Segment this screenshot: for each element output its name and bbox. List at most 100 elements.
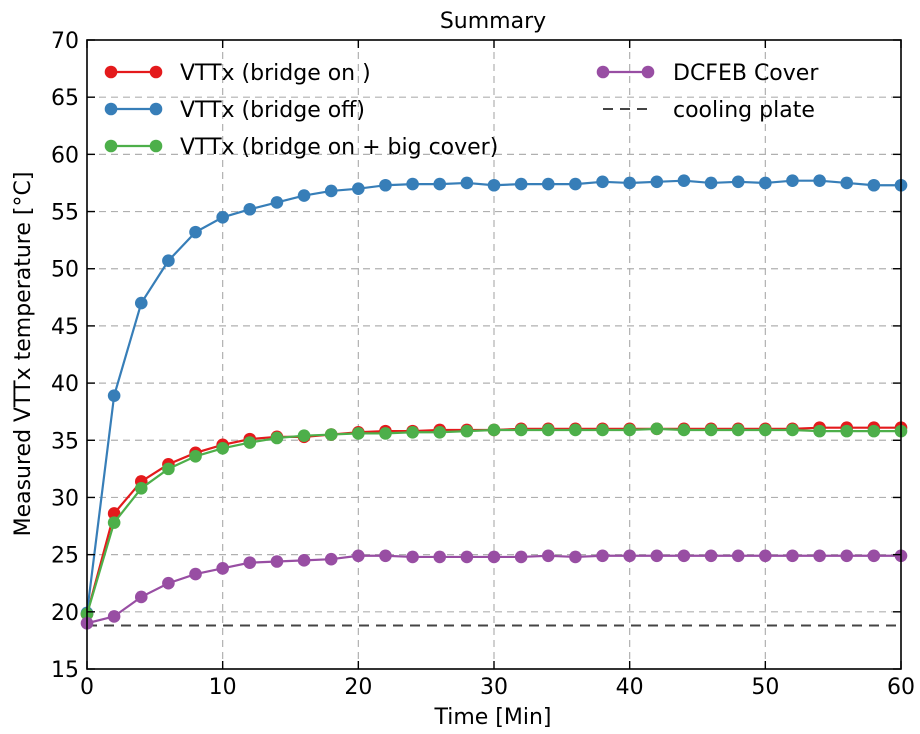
legend-marker (104, 102, 118, 116)
legend: VTTx (bridge on ) VTTx (bridge off) VTTx (… (104, 61, 819, 160)
data-point (460, 424, 474, 438)
legend-item-cooling-plate: cooling plate (603, 98, 815, 123)
legend-label: DCFEB Cover (673, 61, 819, 86)
data-point (406, 425, 419, 439)
x-tick-label: 60 (887, 675, 915, 700)
data-point (352, 549, 365, 563)
data-point (324, 428, 338, 441)
data-point (840, 424, 854, 438)
data-point (297, 554, 311, 567)
data-point (541, 177, 555, 191)
y-tick-label: 45 (51, 315, 79, 340)
data-point (623, 176, 636, 190)
data-point (569, 177, 582, 191)
legend-marker (104, 139, 118, 153)
y-tick-label: 30 (51, 486, 79, 511)
data-point (487, 178, 501, 192)
data-point (596, 175, 609, 189)
legend-marker (104, 65, 118, 79)
data-point (189, 449, 202, 463)
data-point (596, 423, 609, 437)
data-point (324, 552, 338, 566)
data-point (759, 549, 772, 563)
data-point (677, 174, 691, 187)
data-point (867, 424, 881, 438)
data-point (813, 424, 826, 438)
data-point (704, 176, 718, 190)
data-point (487, 550, 501, 564)
data-point (107, 507, 121, 520)
data-point (487, 423, 501, 437)
legend-marker (641, 65, 655, 79)
data-point (840, 176, 854, 190)
data-point (786, 174, 799, 187)
series-vttx-bridge-on-big-cover (80, 422, 908, 621)
x-tick-label: 40 (616, 675, 644, 700)
data-point (324, 184, 338, 198)
data-point (270, 555, 284, 568)
data-point (514, 550, 528, 564)
x-tick-label: 10 (209, 675, 237, 700)
grid (87, 40, 901, 669)
data-point (704, 549, 718, 563)
data-point (270, 196, 284, 209)
data-point (650, 422, 664, 436)
data-point (379, 549, 392, 563)
data-point (786, 549, 799, 563)
legend-label: VTTx (bridge on ) (180, 61, 371, 86)
data-point (623, 423, 636, 437)
data-point (786, 423, 799, 437)
data-point (243, 202, 257, 216)
data-point (406, 177, 419, 191)
data-point (270, 431, 284, 445)
data-point (541, 423, 555, 437)
legend-label: cooling plate (673, 98, 815, 123)
series-vttx-bridge-off (80, 174, 908, 620)
y-tick-label: 65 (51, 86, 79, 111)
data-point (379, 427, 392, 440)
x-tick-label: 50 (751, 675, 779, 700)
data-point (569, 550, 582, 564)
y-tick-label: 35 (51, 429, 79, 454)
data-point (596, 549, 609, 563)
data-point (677, 549, 691, 563)
data-point (867, 549, 881, 563)
data-point (650, 175, 664, 189)
data-point (433, 177, 447, 191)
data-point (731, 423, 745, 437)
data-point (514, 177, 528, 191)
data-point (134, 482, 148, 495)
data-point (297, 429, 311, 442)
data-point (813, 174, 826, 187)
data-point (759, 176, 772, 190)
x-tick-label: 30 (480, 675, 508, 700)
data-point (460, 176, 474, 190)
legend-marker (596, 65, 610, 79)
legend-label: VTTx (bridge on + big cover) (180, 135, 498, 160)
legend-marker (149, 102, 163, 116)
data-point (840, 549, 854, 563)
data-point (514, 423, 528, 437)
legend-marker (149, 65, 163, 79)
y-tick-label: 60 (51, 143, 79, 168)
data-point (379, 178, 392, 192)
data-point (134, 296, 148, 310)
legend-item-vttx-bridge-on-big-cover: VTTx (bridge on + big cover) (104, 135, 498, 160)
data-point (216, 441, 229, 455)
data-point (189, 567, 202, 581)
legend-item-dcfeb-cover: DCFEB Cover (596, 61, 819, 86)
data-point (107, 516, 121, 529)
legend-item-vttx-bridge-off: VTTx (bridge off) (104, 98, 365, 123)
data-point (433, 550, 447, 564)
data-point (406, 550, 419, 564)
data-point (623, 549, 636, 563)
x-tick-label: 0 (80, 675, 94, 700)
ticks (86, 39, 902, 670)
x-axis-label: Time [Min] (433, 705, 551, 730)
data-point (541, 549, 555, 563)
y-tick-label: 40 (51, 372, 79, 397)
data-point (216, 562, 229, 575)
y-tick-label: 15 (51, 658, 79, 683)
y-tick-label: 25 (51, 544, 79, 569)
